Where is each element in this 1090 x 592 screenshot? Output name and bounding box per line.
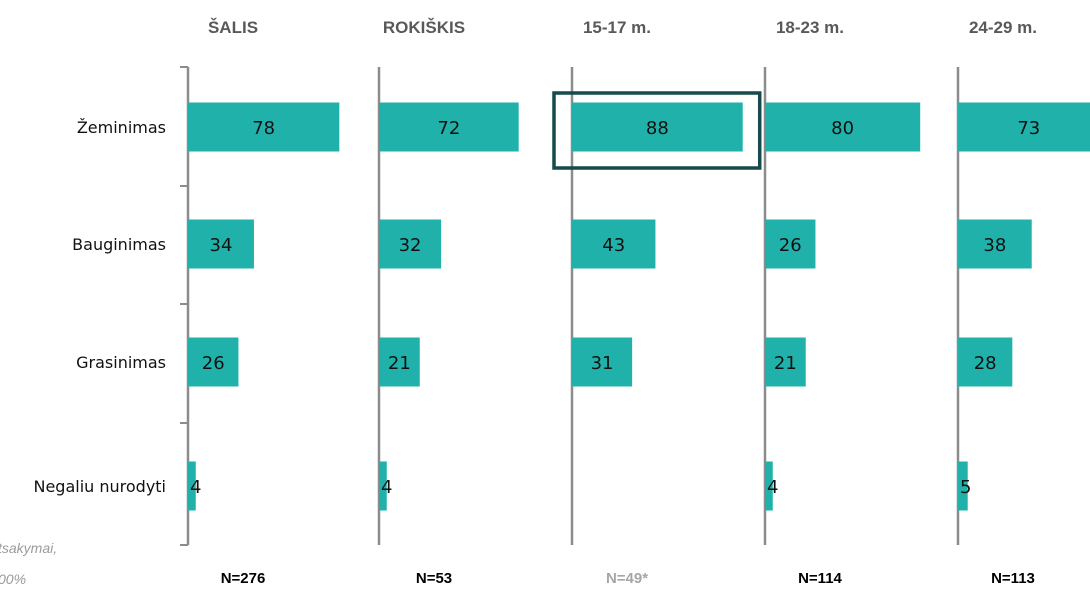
bar-value-label: 32 xyxy=(399,235,422,256)
bar xyxy=(765,219,816,269)
highlight-box xyxy=(552,91,762,170)
bar-value-label: 4 xyxy=(190,477,201,498)
bar xyxy=(379,461,387,511)
panel: 24-29 m. 73 38 28 5 N=113 xyxy=(956,18,1090,587)
bar xyxy=(765,337,806,387)
bar-value-label: 78 xyxy=(252,118,275,139)
bar xyxy=(188,461,196,511)
bar xyxy=(379,102,519,152)
panel-n-label: N=114 xyxy=(798,570,842,587)
bar xyxy=(188,337,239,387)
panel: ROKIŠKIS 72 32 21 4 N=53 xyxy=(377,18,519,587)
bar xyxy=(572,102,743,152)
bar-value-label: 26 xyxy=(202,353,225,374)
bar-value-label: 38 xyxy=(983,235,1006,256)
panel-title: ŠALIS xyxy=(208,18,258,37)
category-labels: Žeminimas Bauginimas Grasinimas Negaliu nur… xyxy=(33,118,166,496)
panel-title: ROKIŠKIS xyxy=(383,18,465,37)
bar-value-label: 21 xyxy=(774,353,797,374)
bar-value-label: 21 xyxy=(388,353,411,374)
footnote: tsakymai, 00% xyxy=(0,540,57,587)
bar xyxy=(958,461,968,511)
bar xyxy=(572,219,656,269)
category-label: Negaliu nurodyti xyxy=(33,477,166,496)
bar-value-label: 4 xyxy=(381,477,392,498)
bar-value-label: 80 xyxy=(831,118,854,139)
category-label: Žeminimas xyxy=(77,118,166,137)
panel-n-label: N=113 xyxy=(991,570,1035,587)
panel-n-label: N=49* xyxy=(606,570,648,587)
panel: ŠALIS 78 34 26 4 N=276 xyxy=(180,18,340,587)
panel: 18-23 m. 80 26 21 4 N=114 xyxy=(763,18,921,587)
bar-value-label: 73 xyxy=(1017,118,1040,139)
bar xyxy=(765,102,921,152)
panel-title: 15-17 m. xyxy=(583,18,651,37)
bar xyxy=(379,337,420,387)
bar xyxy=(379,219,442,269)
bar xyxy=(958,102,1090,152)
panel-title: 24-29 m. xyxy=(969,18,1037,37)
panel-title: 18-23 m. xyxy=(776,18,844,37)
bar-value-label: 28 xyxy=(974,353,997,374)
bar-value-label: 43 xyxy=(602,235,625,256)
bar-value-label: 88 xyxy=(646,118,669,139)
bar-value-label: 5 xyxy=(960,477,971,498)
bar xyxy=(765,461,773,511)
bar-value-label: 34 xyxy=(210,235,233,256)
bar xyxy=(572,337,633,387)
bar-value-label: 26 xyxy=(779,235,802,256)
bar xyxy=(188,219,254,269)
panels: ŠALIS 78 34 26 4 N=276 ROKIŠKIS 72 32 21 4 N=53 15-1… xyxy=(180,18,1090,587)
bar xyxy=(958,219,1032,269)
bar-value-label: 31 xyxy=(591,353,614,374)
panel-n-label: N=53 xyxy=(416,570,452,587)
bar xyxy=(958,337,1013,387)
category-label: Bauginimas xyxy=(72,235,166,254)
footnote-line-2: 00% xyxy=(0,571,26,587)
panel-n-label: N=276 xyxy=(221,570,266,587)
panel: 15-17 m. 88 43 31 N=49* xyxy=(552,18,762,587)
bar-value-label: 4 xyxy=(767,477,778,498)
category-label: Grasinimas xyxy=(76,353,166,372)
bar xyxy=(188,102,340,152)
footnote-line-1: tsakymai, xyxy=(0,540,57,556)
bar-value-label: 72 xyxy=(437,118,460,139)
